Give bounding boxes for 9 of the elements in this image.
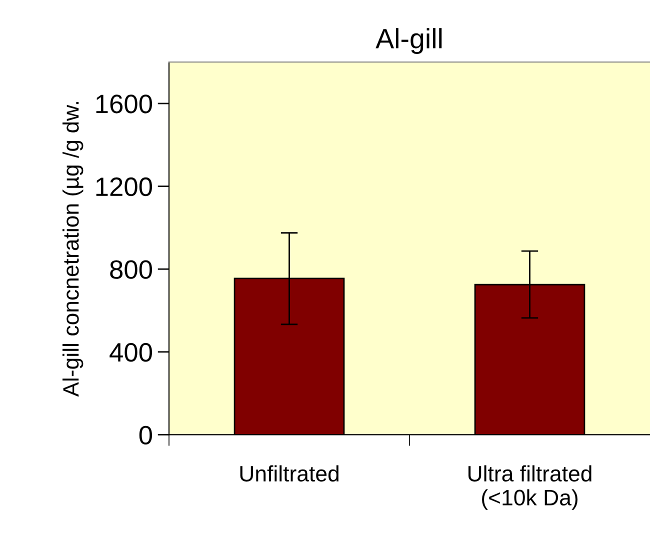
y-tick-label: 400 [110, 343, 152, 362]
y-tick-label: 1600 [96, 94, 152, 114]
y-tick-label: 800 [110, 260, 152, 279]
y-tick-label: 0 [139, 426, 152, 445]
x-tick-label: Ultra filtrated (<10k Da) [468, 465, 592, 510]
x-tick-label: Unfiltrated [240, 465, 338, 482]
y-axis-title: Al-gill concnetration (µg /g dw. [62, 102, 84, 397]
chart-title: Al-gill [376, 28, 442, 54]
y-tick-label: 1200 [96, 177, 152, 196]
